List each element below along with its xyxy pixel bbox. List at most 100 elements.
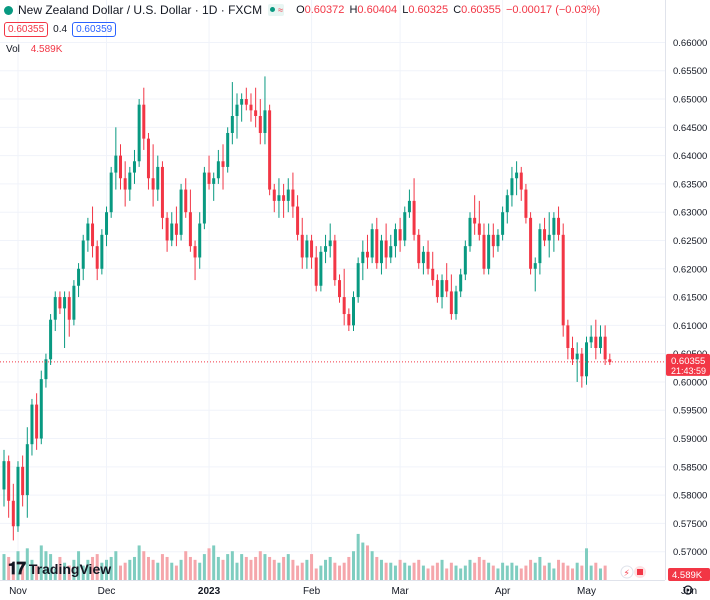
candle[interactable] — [132, 149, 136, 184]
candle[interactable] — [552, 212, 556, 252]
candle[interactable] — [463, 240, 467, 281]
candle[interactable] — [319, 246, 323, 292]
candle[interactable] — [81, 234, 85, 281]
candle[interactable] — [580, 348, 584, 388]
candle[interactable] — [487, 223, 491, 275]
candle[interactable] — [338, 274, 342, 303]
candle[interactable] — [67, 291, 71, 337]
candle[interactable] — [296, 195, 300, 241]
candle[interactable] — [263, 76, 267, 145]
candle[interactable] — [244, 87, 248, 111]
candle[interactable] — [407, 189, 411, 218]
candle[interactable] — [202, 166, 206, 230]
price-axis[interactable] — [665, 0, 710, 600]
candle[interactable] — [421, 246, 425, 275]
candle[interactable] — [426, 240, 430, 275]
candle[interactable] — [193, 240, 197, 281]
candle[interactable] — [365, 234, 369, 269]
candle[interactable] — [170, 212, 174, 247]
candle[interactable] — [538, 223, 542, 275]
candle[interactable] — [142, 87, 146, 150]
candle[interactable] — [2, 449, 6, 507]
candle[interactable] — [86, 217, 90, 252]
candle[interactable] — [258, 99, 262, 145]
candle[interactable] — [21, 455, 25, 507]
candle[interactable] — [7, 455, 11, 518]
candle[interactable] — [598, 325, 602, 354]
candle[interactable] — [594, 319, 598, 360]
volume-legend[interactable]: Vol 4.589K — [6, 44, 62, 55]
candle[interactable] — [109, 166, 113, 218]
candle[interactable] — [105, 206, 109, 247]
candle[interactable] — [35, 393, 39, 450]
candle[interactable] — [585, 336, 588, 385]
buy-price-button[interactable]: 0.60359 — [72, 22, 117, 37]
candle[interactable] — [557, 206, 561, 241]
candle[interactable] — [300, 217, 304, 269]
candle[interactable] — [496, 229, 500, 252]
candle[interactable] — [431, 251, 435, 286]
candle[interactable] — [58, 291, 62, 315]
candle[interactable] — [272, 183, 276, 213]
candle[interactable] — [226, 127, 230, 173]
candle[interactable] — [179, 183, 183, 241]
candle[interactable] — [221, 144, 225, 190]
candle[interactable] — [16, 461, 20, 532]
candle[interactable] — [529, 212, 533, 275]
candle[interactable] — [230, 82, 234, 145]
candle[interactable] — [571, 336, 575, 365]
candle[interactable] — [379, 234, 383, 275]
candle[interactable] — [547, 212, 551, 258]
candle[interactable] — [11, 483, 15, 541]
candle[interactable] — [249, 93, 253, 122]
candle[interactable] — [44, 353, 48, 388]
candle[interactable] — [477, 200, 481, 241]
candle[interactable] — [561, 223, 565, 337]
candle[interactable] — [398, 217, 402, 252]
candle[interactable] — [146, 132, 150, 190]
candle[interactable] — [370, 223, 374, 264]
candle[interactable] — [482, 223, 486, 275]
candle[interactable] — [240, 93, 244, 122]
settings-gear-icon[interactable] — [683, 585, 693, 595]
candle[interactable] — [310, 234, 314, 269]
candle[interactable] — [77, 263, 81, 298]
candle[interactable] — [417, 229, 421, 269]
candle[interactable] — [114, 127, 118, 190]
candle[interactable] — [449, 274, 453, 320]
candle[interactable] — [268, 104, 272, 196]
candle[interactable] — [156, 155, 160, 201]
candle[interactable] — [100, 229, 104, 275]
last-price-tag[interactable] — [666, 353, 710, 376]
candle[interactable] — [403, 206, 407, 247]
candle[interactable] — [137, 99, 141, 167]
candle[interactable] — [440, 274, 444, 309]
market-open-icon[interactable]: ≈ — [268, 4, 285, 16]
candle[interactable] — [123, 161, 127, 207]
candle[interactable] — [174, 206, 178, 247]
candle[interactable] — [393, 223, 397, 258]
candle[interactable] — [188, 189, 192, 252]
candle[interactable] — [515, 161, 519, 196]
candle[interactable] — [468, 212, 472, 252]
candle[interactable] — [72, 280, 76, 326]
candle[interactable] — [445, 263, 449, 298]
candle[interactable] — [608, 353, 612, 365]
candle[interactable] — [566, 319, 570, 360]
tradingview-logo[interactable]: 𝟏𝟕 TradingView — [8, 559, 111, 579]
candle[interactable] — [384, 223, 388, 269]
candle[interactable] — [212, 172, 216, 201]
candle[interactable] — [533, 257, 537, 292]
lightning-icon[interactable] — [620, 565, 634, 579]
sell-price-button[interactable]: 0.60355 — [4, 22, 49, 37]
candle[interactable] — [282, 183, 286, 218]
candle[interactable] — [473, 195, 477, 235]
candle[interactable] — [119, 144, 122, 190]
candle[interactable] — [128, 166, 132, 201]
symbol-title[interactable]: New Zealand Dollar / U.S. Dollar · 1D · … — [18, 3, 263, 17]
candle[interactable] — [454, 285, 458, 320]
candle[interactable] — [342, 268, 346, 326]
candle[interactable] — [151, 144, 155, 207]
candle[interactable] — [324, 234, 328, 264]
